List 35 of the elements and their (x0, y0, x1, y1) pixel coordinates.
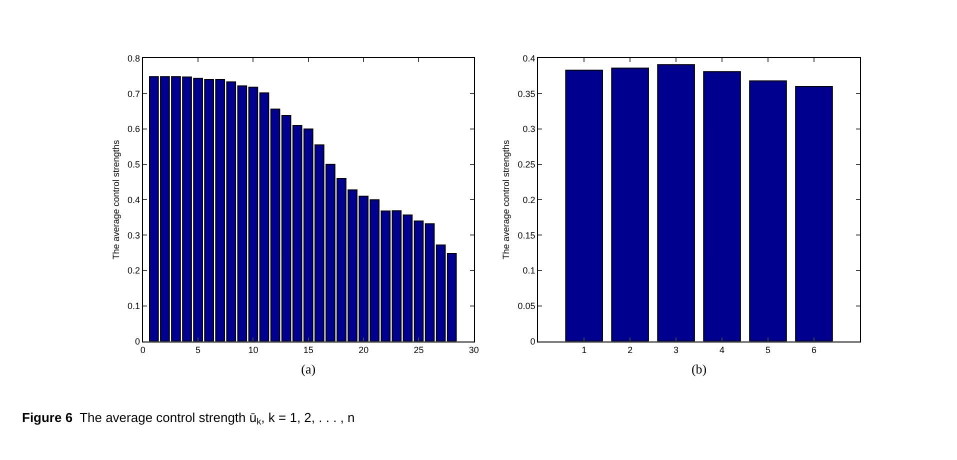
y-tick-label: 0.8 (128, 53, 140, 64)
x-tick-label: 5 (196, 345, 201, 356)
x-tick-label: 1 (582, 345, 587, 356)
y-tick-label: 0.2 (522, 194, 536, 205)
y-tick-label: 0.4 (128, 194, 140, 205)
y-tick-label: 0.7 (128, 88, 140, 99)
y-axis-title: The average control strengths (501, 139, 512, 260)
x-tick-label: 2 (628, 345, 633, 356)
y-tick-label: 0.1 (128, 301, 140, 312)
y-axis-title: The average control strengths (110, 139, 121, 260)
x-tick-label: 20 (358, 345, 369, 356)
y-tick-label: 0.2 (128, 266, 140, 276)
y-tick-label: 0.25 (518, 160, 536, 170)
x-tick-label: 4 (720, 345, 725, 356)
y-tick-label: 0.4 (522, 53, 536, 64)
y-tick-label: 0.1 (522, 266, 536, 276)
y-tick-label: 0.05 (518, 301, 536, 312)
y-tick-label: 0.5 (128, 160, 140, 170)
y-tick-label: 0.35 (518, 88, 536, 99)
y-tick-label: 0 (530, 336, 536, 346)
x-axis-title: (b) (691, 362, 707, 377)
y-tick-label: 0.15 (518, 230, 536, 240)
y-tick-label: 0.3 (522, 124, 536, 134)
y-tick-label: 0 (135, 336, 140, 346)
x-tick-label: 25 (414, 345, 424, 356)
x-tick-label: 6 (811, 345, 817, 356)
y-tick-label: 0.6 (128, 124, 140, 134)
x-tick-label: 3 (674, 345, 679, 356)
x-axis-title: (a) (301, 362, 316, 377)
x-tick-label: 5 (766, 345, 771, 356)
x-tick-label: 30 (468, 345, 479, 356)
x-tick-label: 10 (248, 345, 258, 356)
caption: Figure 6 The average control strength ū$_{k}$, k = 1, 2, . . . , n (22, 410, 355, 427)
y-tick-label: 0.3 (128, 230, 140, 240)
x-tick-label: 15 (303, 345, 314, 356)
